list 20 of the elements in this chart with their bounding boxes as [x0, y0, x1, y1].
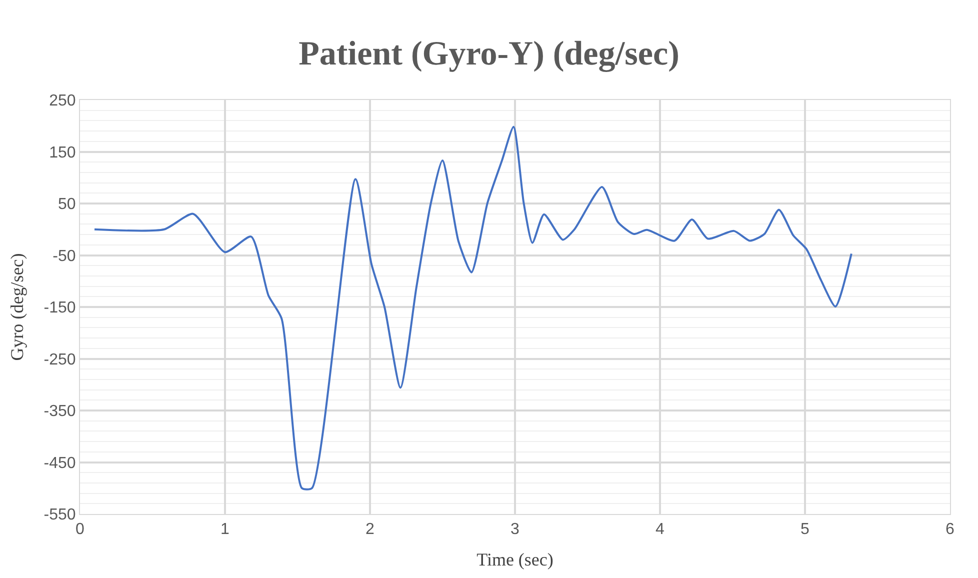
x-tick-label: 0 [76, 521, 85, 538]
y-tick-label: -550 [44, 506, 76, 524]
x-tick-label: 4 [656, 521, 665, 538]
y-tick-label: -450 [44, 454, 76, 472]
line-series [94, 126, 852, 490]
y-tick-label: -350 [44, 403, 76, 420]
y-tick-label: 50 [58, 196, 76, 214]
x-tick-label: 2 [366, 521, 375, 538]
x-tick-label: 1 [220, 521, 230, 538]
y-tick-label: -50 [52, 248, 76, 265]
y-tick-label: -150 [44, 300, 76, 317]
y-axis-title: Gyro (deg/sec) [6, 253, 27, 361]
x-axis-title: Time (sec) [476, 549, 554, 570]
y-tick-label: 250 [49, 92, 76, 110]
x-tick-label: 6 [946, 521, 955, 538]
x-tick-label: 5 [800, 521, 810, 538]
x-tick-label: 3 [510, 521, 520, 538]
y-tick-label: -250 [44, 351, 76, 368]
y-tick-label: 150 [49, 144, 76, 162]
chart-title: Patient (Gyro-Y) (deg/sec) [298, 35, 680, 72]
